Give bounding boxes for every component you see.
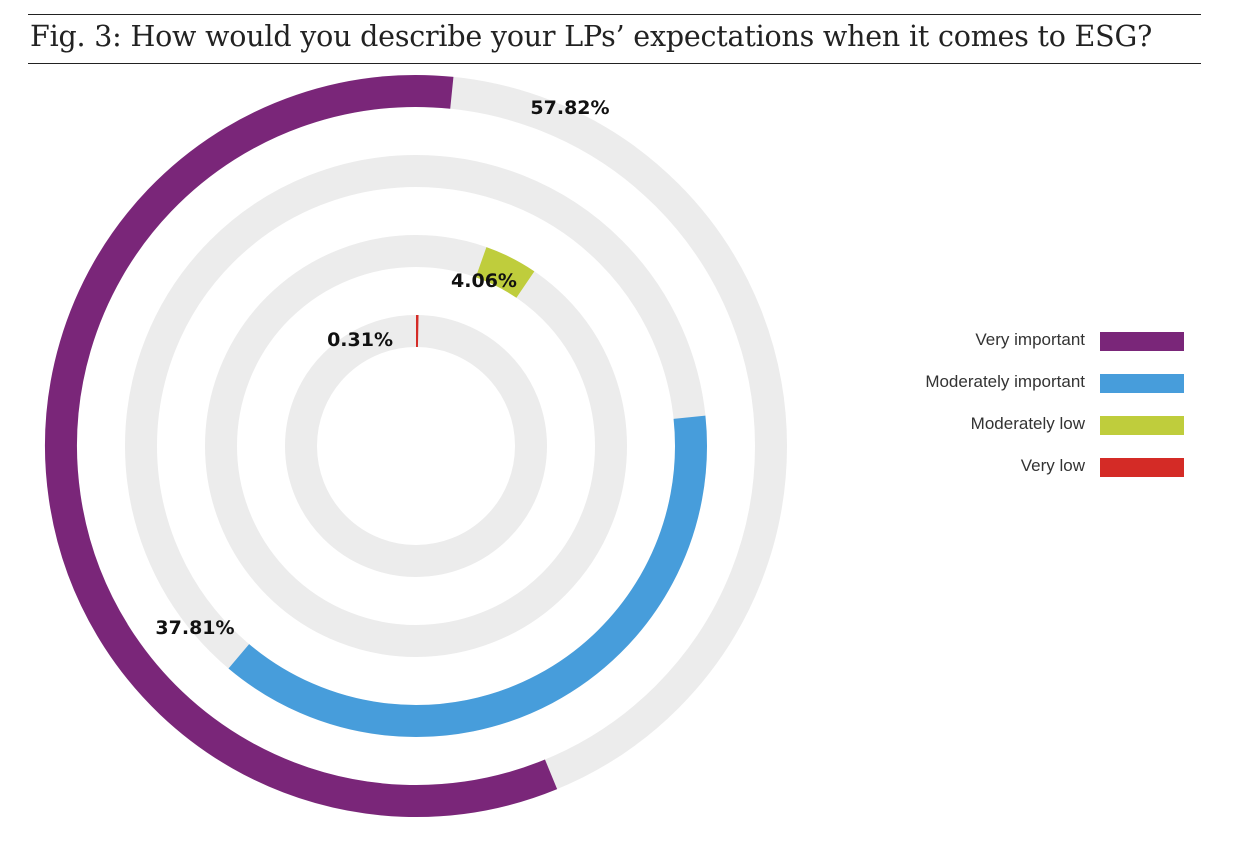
legend-swatch xyxy=(1100,332,1184,351)
chart-title: Fig. 3: How would you describe your LPs’… xyxy=(30,20,1153,53)
ring-track-very-low xyxy=(285,315,547,577)
legend-item-moderately-important: Moderately important xyxy=(860,370,1190,412)
legend-swatch xyxy=(1100,458,1184,477)
data-label-moderately-important: 37.81% xyxy=(155,617,234,639)
ring-track-moderately-low xyxy=(205,235,627,657)
legend: Very important Moderately important Mode… xyxy=(860,328,1190,496)
legend-label: Very low xyxy=(1020,456,1085,475)
legend-label: Moderately low xyxy=(970,414,1085,433)
legend-swatch xyxy=(1100,374,1184,393)
legend-swatch xyxy=(1100,416,1184,435)
legend-item-very-low: Very low xyxy=(860,454,1190,496)
data-label-very-important: 57.82% xyxy=(530,97,609,119)
legend-label: Moderately important xyxy=(925,372,1085,391)
legend-item-very-important: Very important xyxy=(860,328,1190,370)
radial-bar-chart: 57.82% 37.81% 4.06% 0.31% xyxy=(45,75,787,817)
figure-header: Fig. 3: How would you describe your LPs’… xyxy=(28,14,1201,64)
data-label-moderately-low: 4.06% xyxy=(451,270,517,292)
ring-arc-very-important xyxy=(45,75,558,817)
data-label-very-low: 0.31% xyxy=(327,329,393,351)
ring-arc-moderately-low xyxy=(475,247,535,299)
legend-label: Very important xyxy=(975,330,1085,349)
legend-item-moderately-low: Moderately low xyxy=(860,412,1190,454)
ring-arc-moderately-important xyxy=(228,415,707,737)
